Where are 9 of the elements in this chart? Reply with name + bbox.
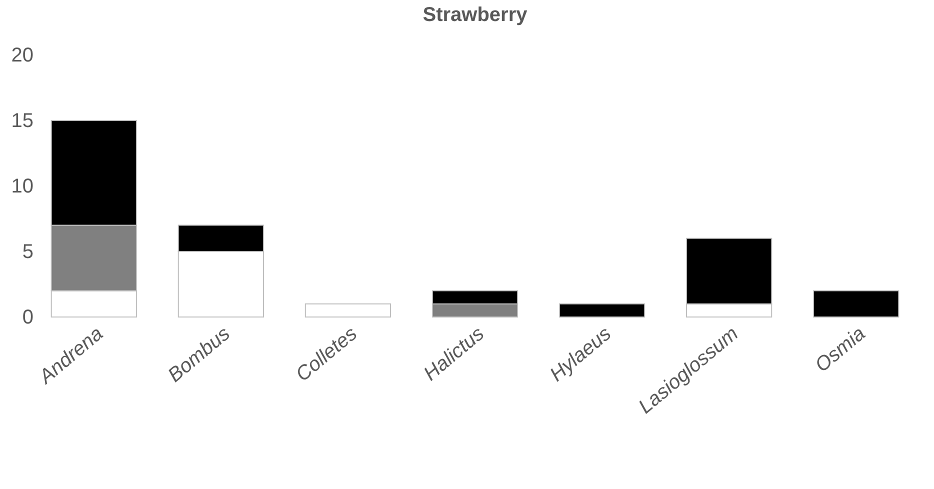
bar (304, 303, 392, 318)
y-tick-label: 10 (11, 176, 34, 198)
y-tick-label: 0 (22, 306, 34, 328)
y-tick-label: 20 (11, 44, 34, 66)
chart-title: Strawberry (422, 4, 528, 26)
bar (558, 303, 646, 318)
y-tick-label: 5 (22, 241, 34, 263)
y-tick-label: 15 (11, 110, 34, 132)
bar (813, 290, 900, 318)
